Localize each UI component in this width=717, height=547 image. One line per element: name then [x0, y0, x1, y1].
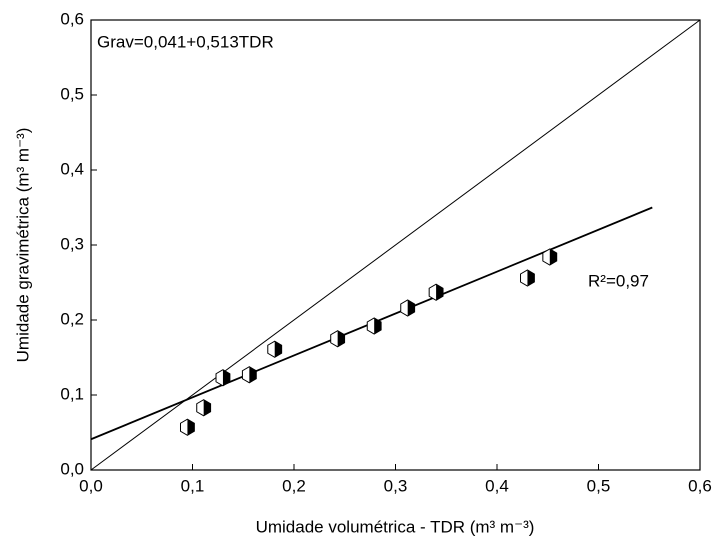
x-tick-label: 0,6 — [688, 476, 712, 495]
y-tick-label: 0,0 — [60, 459, 84, 478]
equation: Grav=0,041+0,513TDR — [97, 32, 274, 51]
point — [520, 269, 535, 287]
point — [179, 418, 195, 436]
point — [400, 299, 416, 317]
point-half — [249, 366, 257, 383]
x-tick-label: 0,2 — [282, 476, 306, 495]
point-half — [274, 341, 282, 358]
x-tick-label: 0,1 — [181, 476, 205, 495]
y-tick-label: 0,6 — [60, 9, 84, 28]
x-tick-label: 0,3 — [384, 476, 408, 495]
y-tick-label: 0,5 — [60, 84, 84, 103]
point — [267, 340, 283, 358]
r-squared: R²=0,97 — [588, 271, 649, 290]
point — [330, 330, 346, 348]
point-half — [527, 270, 535, 286]
point-half — [203, 399, 211, 416]
point-half — [407, 300, 415, 316]
y-tick-label: 0,2 — [60, 309, 84, 328]
reference-line — [90, 19, 701, 471]
point-half — [222, 369, 230, 386]
x-tick-label: 0,0 — [79, 476, 103, 495]
point — [366, 317, 382, 335]
x-tick-label: 0,5 — [587, 476, 611, 495]
point — [428, 283, 444, 301]
point-half — [436, 284, 444, 301]
point-half — [374, 318, 382, 334]
y-tick-label: 0,1 — [60, 384, 84, 403]
point — [241, 366, 257, 384]
y-axis-label: Umidade gravimétrica (m³ m⁻³) — [13, 128, 32, 363]
x-tick-label: 0,4 — [485, 476, 509, 495]
point-half — [549, 249, 557, 265]
point-half — [187, 419, 195, 436]
point — [542, 248, 558, 266]
y-tick-label: 0,3 — [60, 234, 84, 253]
point — [196, 399, 212, 417]
y-tick-label: 0,4 — [60, 159, 84, 178]
x-axis-label: Umidade volumétrica - TDR (m³ m⁻³) — [256, 517, 535, 536]
point-half — [337, 330, 345, 347]
point — [215, 369, 231, 387]
